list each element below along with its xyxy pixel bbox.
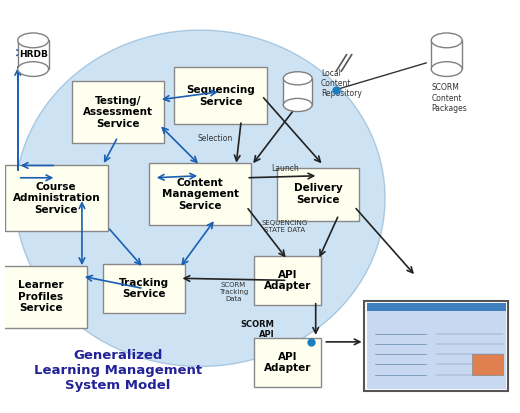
Text: Learner
Profiles
Service: Learner Profiles Service xyxy=(18,280,63,313)
FancyBboxPatch shape xyxy=(72,81,164,143)
Text: SCORM
Tracking
Data: SCORM Tracking Data xyxy=(219,282,248,302)
FancyBboxPatch shape xyxy=(102,264,185,313)
Bar xyxy=(472,354,503,375)
FancyBboxPatch shape xyxy=(174,67,267,124)
Text: SEQUENCING
STATE DATA: SEQUENCING STATE DATA xyxy=(262,220,308,233)
Text: Testing/
Assessment
Service: Testing/ Assessment Service xyxy=(83,95,153,129)
Bar xyxy=(283,78,312,105)
Bar xyxy=(431,40,462,69)
Text: SCORM
API: SCORM API xyxy=(241,320,275,339)
FancyBboxPatch shape xyxy=(277,168,359,221)
Bar xyxy=(18,40,48,69)
Text: SCORM
Content
Packages: SCORM Content Packages xyxy=(431,83,467,113)
Ellipse shape xyxy=(431,62,462,76)
Ellipse shape xyxy=(283,72,312,85)
Bar xyxy=(365,301,509,391)
Text: Delivery
Service: Delivery Service xyxy=(294,183,343,205)
Bar xyxy=(367,303,506,311)
Text: Sequencing
Service: Sequencing Service xyxy=(186,85,255,107)
Bar xyxy=(367,303,506,389)
Ellipse shape xyxy=(431,33,462,48)
Text: Launch: Launch xyxy=(271,164,299,173)
Ellipse shape xyxy=(18,33,48,48)
Text: Local
Content
Repository: Local Content Repository xyxy=(321,69,362,98)
Text: Selection: Selection xyxy=(198,134,233,143)
FancyBboxPatch shape xyxy=(149,164,252,225)
FancyBboxPatch shape xyxy=(0,266,87,328)
Ellipse shape xyxy=(283,98,312,112)
Text: API
Adapter: API Adapter xyxy=(264,351,311,373)
Text: Tracking
Service: Tracking Service xyxy=(119,278,168,299)
Text: HRDB: HRDB xyxy=(19,50,48,59)
Ellipse shape xyxy=(18,62,48,76)
FancyBboxPatch shape xyxy=(254,338,321,387)
Text: Generalized
Learning Management
System Model: Generalized Learning Management System M… xyxy=(34,349,202,392)
Text: API
Adapter: API Adapter xyxy=(264,270,311,291)
Text: Content
Management
Service: Content Management Service xyxy=(162,178,239,211)
Ellipse shape xyxy=(15,30,385,366)
FancyBboxPatch shape xyxy=(254,256,321,305)
Text: Course
Administration
Service: Course Administration Service xyxy=(12,182,100,215)
FancyBboxPatch shape xyxy=(5,166,108,231)
